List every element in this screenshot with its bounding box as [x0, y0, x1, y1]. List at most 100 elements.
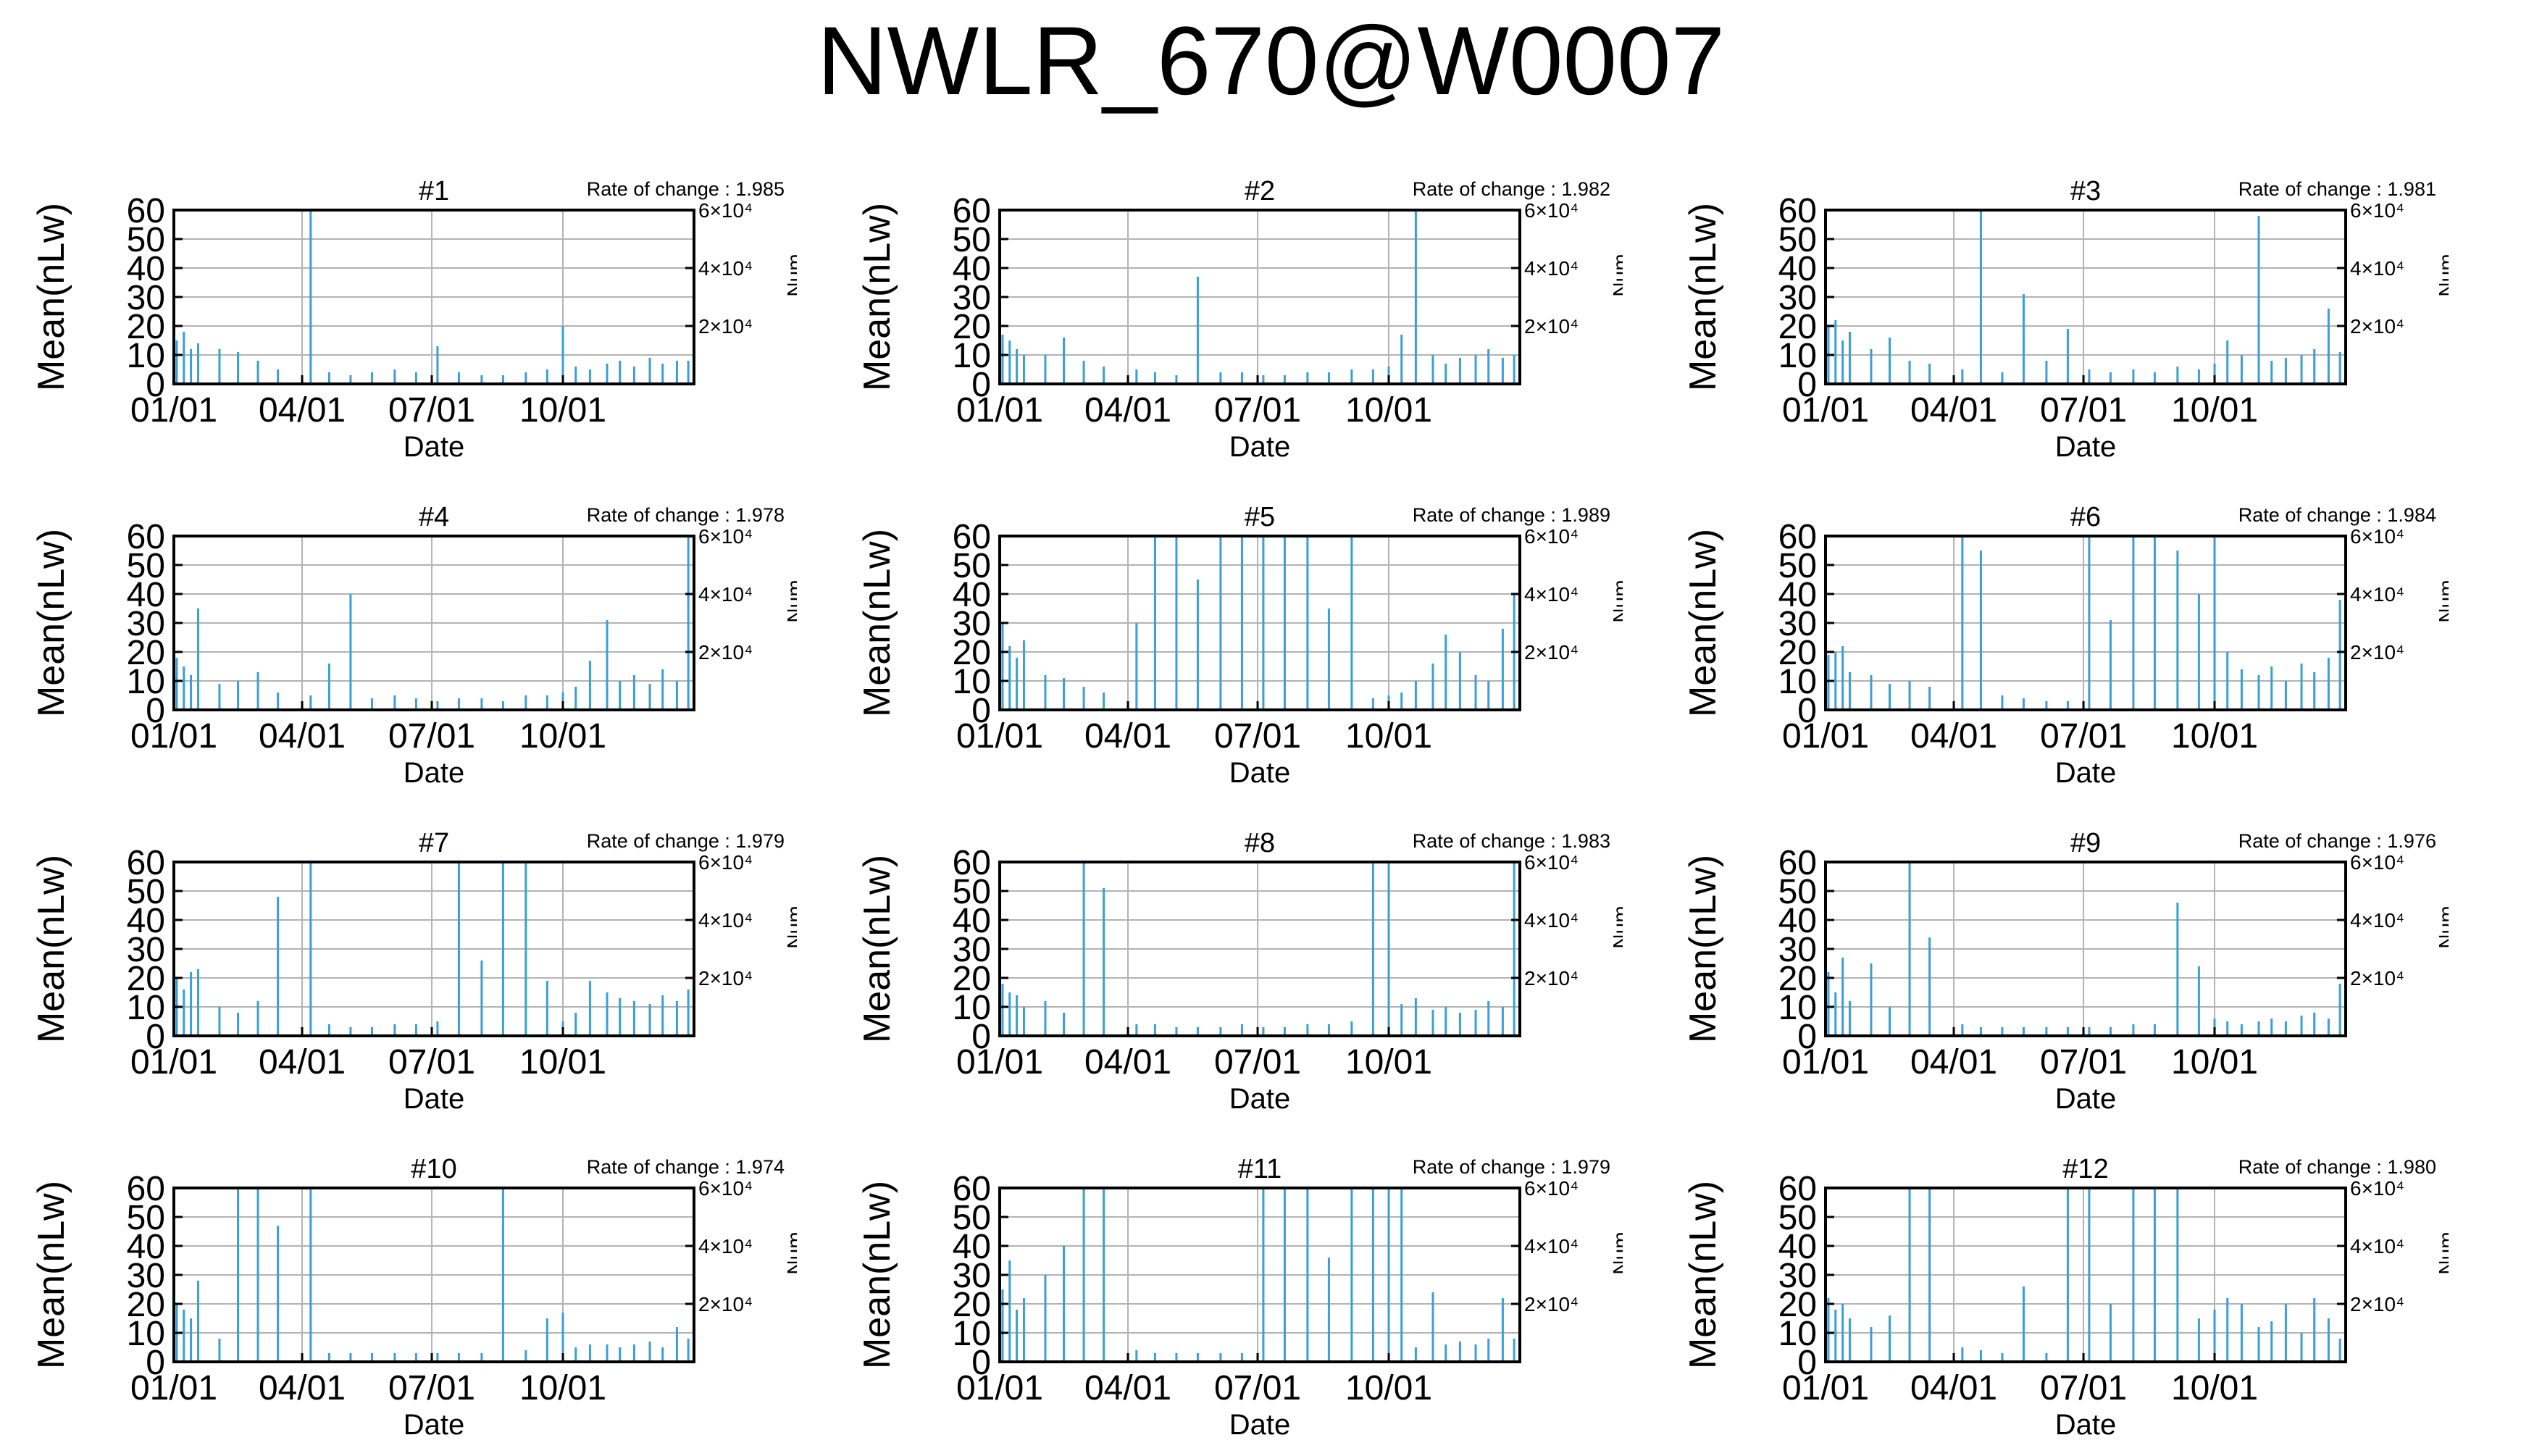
data-bar — [2022, 1027, 2025, 1036]
y2-tick-label: 4×10⁴ — [2350, 1235, 2404, 1258]
y2-axis-label: Num — [783, 1231, 797, 1274]
x-axis-label: Date — [2055, 431, 2117, 463]
y-tick-label: 10 — [1778, 337, 1817, 375]
x-tick-label: 07/01 — [388, 1369, 475, 1407]
data-bar — [2066, 1027, 2069, 1036]
y-tick-label: 40 — [953, 576, 991, 614]
data-bar — [183, 332, 185, 384]
data-bar — [2001, 695, 2004, 710]
data-bar — [1219, 372, 1222, 384]
data-bar — [309, 210, 312, 384]
data-bar — [370, 1027, 373, 1036]
page-title: NWLR_670@W0007 — [816, 7, 1726, 115]
data-bar — [1431, 355, 1434, 384]
data-bar — [1022, 640, 1025, 710]
data-bar — [619, 998, 622, 1036]
y-tick-label: 10 — [953, 663, 991, 701]
data-bar — [1961, 1347, 1964, 1362]
data-bar — [661, 669, 664, 710]
y-axis-label: Mean(nLw) — [1682, 855, 1724, 1043]
data-bar — [1135, 623, 1138, 710]
y-tick-label: 40 — [127, 1228, 165, 1266]
y-tick-label: 0 — [1797, 1344, 1817, 1382]
data-bar — [196, 608, 199, 710]
y2-tick-label: 4×10⁴ — [1524, 583, 1579, 606]
y2-axis-label: Num — [1609, 1231, 1623, 1274]
data-bar — [2257, 675, 2260, 710]
data-bar — [1175, 1353, 1178, 1362]
data-bar — [1022, 355, 1025, 384]
data-bar — [1283, 1188, 1286, 1362]
data-bar — [501, 701, 504, 710]
data-bar — [661, 364, 664, 384]
y-tick-label: 10 — [127, 663, 165, 701]
data-bar — [1262, 375, 1265, 384]
data-bar — [1961, 536, 1964, 710]
data-bar — [2240, 1024, 2243, 1036]
data-bar — [588, 369, 591, 384]
data-bar — [2153, 1188, 2156, 1362]
data-bar — [2176, 367, 2179, 384]
data-bar — [1240, 1353, 1243, 1362]
y-tick-label: 50 — [953, 221, 991, 259]
data-bar — [1240, 1024, 1243, 1036]
data-bar — [1458, 1342, 1461, 1362]
x-tick-label: 07/01 — [2040, 1043, 2127, 1081]
x-tick-label: 01/01 — [1782, 1043, 1869, 1081]
y-tick-label: 40 — [127, 902, 165, 940]
y-tick-label: 20 — [1778, 1286, 1817, 1324]
data-bar — [1834, 1310, 1837, 1362]
data-bar — [2066, 701, 2069, 710]
x-tick-label: 07/01 — [2040, 1369, 2127, 1407]
rate-of-change: Rate of change : 1.979 — [1413, 1156, 1610, 1178]
y-tick-label: 10 — [127, 337, 165, 375]
y2-tick-label: 2×10⁴ — [1524, 967, 1579, 990]
y2-tick-label: 2×10⁴ — [698, 1293, 753, 1315]
data-bar — [2022, 294, 2025, 384]
y-tick-label: 40 — [1778, 576, 1817, 614]
data-bar — [2197, 369, 2200, 384]
data-bar — [2270, 361, 2273, 384]
data-bar — [1082, 862, 1085, 1036]
y-tick-label: 50 — [1778, 221, 1817, 259]
data-bar — [1834, 320, 1837, 384]
y2-tick-label: 6×10⁴ — [698, 525, 753, 548]
y-tick-label: 60 — [953, 1170, 991, 1208]
data-bar — [1501, 358, 1504, 384]
data-bar — [2132, 1188, 2135, 1362]
y-tick-label: 0 — [146, 692, 165, 730]
y2-tick-label: 6×10⁴ — [698, 851, 753, 874]
y-tick-label: 60 — [1778, 1170, 1817, 1208]
data-bar — [1848, 1318, 1851, 1362]
data-bar — [2338, 600, 2341, 710]
y-tick-label: 0 — [146, 1344, 165, 1382]
x-tick-label: 07/01 — [1214, 1369, 1301, 1407]
y-tick-label: 40 — [953, 250, 991, 288]
data-bar — [675, 1001, 678, 1036]
data-bar — [2132, 369, 2135, 384]
data-bar — [2132, 536, 2135, 710]
data-bar — [661, 995, 664, 1036]
y2-axis-label: Num — [1609, 580, 1623, 622]
y-tick-label: 0 — [971, 1344, 991, 1382]
data-bar — [1444, 364, 1447, 384]
y-tick-label: 50 — [953, 547, 991, 585]
y-tick-label: 50 — [127, 221, 165, 259]
data-bar — [2132, 1024, 2135, 1036]
data-bar — [1196, 277, 1199, 384]
data-bar — [545, 695, 548, 710]
data-bar — [370, 372, 373, 384]
y2-tick-label: 4×10⁴ — [2350, 909, 2404, 932]
y2-tick-label: 2×10⁴ — [1524, 315, 1579, 338]
x-tick-label: 04/01 — [1084, 1043, 1171, 1081]
data-bar — [675, 1327, 678, 1362]
data-bar — [524, 372, 527, 384]
data-bar — [1979, 210, 1982, 384]
data-bar — [237, 1013, 240, 1036]
data-bar — [1044, 1001, 1047, 1036]
y-tick-label: 40 — [953, 1228, 991, 1266]
data-bar — [1001, 1289, 1004, 1362]
y2-tick-label: 2×10⁴ — [698, 641, 753, 664]
y2-axis-label: Num — [783, 580, 797, 622]
